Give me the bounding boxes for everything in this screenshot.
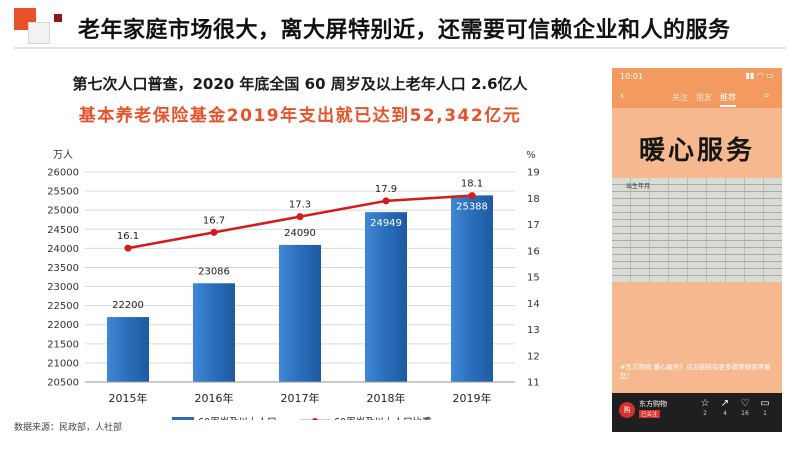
phone-screenshot: 10:01 ▮▮ ◠ ▭ ‹ 关注 朋友 推荐 ⌕ 暖心服务 出生年月 #东方购… bbox=[612, 68, 782, 432]
ratio-point bbox=[124, 244, 132, 252]
right-tick-label: 19 bbox=[527, 168, 540, 179]
left-tick-label: 26000 bbox=[47, 168, 79, 179]
phone-bottom-bar: 购 东方购物 已关注 ☆ 2 ↗ 4 ♡ 16 ▭ 1 bbox=[612, 393, 782, 432]
share-action[interactable]: ↗ 4 bbox=[716, 398, 734, 417]
bar bbox=[279, 244, 321, 382]
bar-value-label: 24090 bbox=[284, 228, 316, 239]
account-avatar[interactable]: 购 bbox=[619, 402, 635, 418]
bar bbox=[107, 317, 149, 382]
right-tick-label: 16 bbox=[527, 246, 540, 257]
brand-logo bbox=[14, 8, 62, 44]
nav-tab-follow[interactable]: 关注 bbox=[672, 93, 688, 102]
comment-count: 1 bbox=[763, 410, 767, 417]
left-tick-label: 20500 bbox=[47, 378, 79, 389]
comment-action[interactable]: ▭ 1 bbox=[756, 398, 774, 417]
left-axis-unit: 万人 bbox=[53, 149, 73, 161]
like-action[interactable]: ♡ 16 bbox=[736, 398, 754, 417]
x-tick-label: 2015年 bbox=[109, 391, 148, 405]
right-tick-label: 15 bbox=[527, 273, 540, 284]
x-tick-label: 2016年 bbox=[195, 391, 234, 405]
ratio-point bbox=[210, 228, 218, 236]
right-tick-label: 12 bbox=[527, 351, 540, 362]
ratio-value-label: 17.9 bbox=[375, 184, 397, 195]
video-caption: #东方购物 暖心服务！点击链接有更多蔬菜物资等着您！ bbox=[620, 363, 771, 380]
search-icon[interactable]: ⌕ bbox=[764, 90, 770, 101]
legend-line-label: 60周岁及以上人口比重 bbox=[334, 416, 432, 420]
left-tick-label: 25500 bbox=[47, 187, 79, 198]
follow-tag: 已关注 bbox=[639, 410, 660, 418]
account-name[interactable]: 东方购物 bbox=[639, 400, 667, 408]
left-tick-label: 22500 bbox=[47, 301, 79, 312]
x-tick-label: 2019年 bbox=[453, 391, 492, 405]
legend-bar-swatch bbox=[172, 417, 194, 420]
phone-nav-bar: ‹ 关注 朋友 推荐 ⌕ bbox=[612, 86, 782, 108]
ratio-value-label: 18.1 bbox=[461, 179, 483, 190]
right-axis-unit: % bbox=[526, 150, 536, 161]
comment-icon: ▭ bbox=[760, 398, 770, 409]
population-chart: 20500 21000 21500 22000 22500 23000 23500 24000… bbox=[47, 149, 540, 420]
bar bbox=[193, 283, 235, 382]
phone-time: 10:01 bbox=[620, 72, 644, 81]
nav-tab-friends[interactable]: 朋友 bbox=[696, 93, 712, 102]
pension-subtitle: 基本养老保险基金2019年支出就已达到52,342亿元 bbox=[78, 106, 522, 126]
like-count: 16 bbox=[741, 410, 749, 417]
left-tick-label: 22000 bbox=[47, 320, 79, 331]
left-tick-label: 24500 bbox=[47, 225, 79, 236]
x-tick-label: 2018年 bbox=[367, 391, 406, 405]
favorite-action[interactable]: ☆ 2 bbox=[696, 398, 714, 417]
ratio-value-label: 17.3 bbox=[289, 200, 311, 211]
bar bbox=[451, 195, 493, 382]
right-tick-label: 13 bbox=[527, 325, 540, 336]
document-header: 出生年月 bbox=[626, 183, 651, 190]
right-tick-label: 11 bbox=[527, 378, 540, 389]
ratio-point bbox=[382, 197, 390, 205]
bar-value-label: 23086 bbox=[198, 266, 230, 277]
bar-value-label: 22200 bbox=[112, 300, 144, 311]
left-tick-label: 24000 bbox=[47, 244, 79, 255]
share-icon: ↗ bbox=[720, 398, 730, 409]
back-icon[interactable]: ‹ bbox=[620, 89, 625, 102]
census-subtitle: 第七次人口普查，2020 年底全国 60 周岁及以上老年人口 2.6亿人 bbox=[72, 75, 528, 93]
right-tick-label: 14 bbox=[527, 299, 540, 310]
legend-line-marker bbox=[312, 418, 318, 420]
phone-status-bar: 10:01 ▮▮ ◠ ▭ bbox=[612, 68, 782, 86]
title-divider bbox=[14, 47, 786, 49]
bar-value-label: 24949 bbox=[370, 218, 402, 229]
ratio-point bbox=[296, 213, 304, 221]
right-tick-label: 17 bbox=[527, 220, 540, 231]
left-tick-label: 23000 bbox=[47, 282, 79, 293]
status-icons: ▮▮ ◠ ▭ bbox=[745, 71, 774, 80]
bar-value-label: 25388 bbox=[456, 201, 488, 212]
logo-grey-square bbox=[28, 22, 50, 44]
video-document-image: 出生年月 bbox=[612, 178, 782, 282]
left-tick-label: 23500 bbox=[47, 263, 79, 274]
left-tick-label: 25000 bbox=[47, 206, 79, 217]
ratio-value-label: 16.7 bbox=[203, 215, 225, 226]
right-tick-label: 18 bbox=[527, 194, 540, 205]
bar bbox=[365, 212, 407, 382]
star-icon: ☆ bbox=[700, 398, 710, 409]
favorite-count: 2 bbox=[703, 410, 707, 417]
logo-red-square bbox=[54, 14, 62, 22]
left-tick-label: 21500 bbox=[47, 339, 79, 350]
ratio-point bbox=[468, 192, 476, 200]
left-tick-label: 21000 bbox=[47, 358, 79, 369]
share-count: 4 bbox=[723, 410, 727, 417]
ratio-value-label: 16.1 bbox=[117, 231, 139, 242]
x-tick-label: 2017年 bbox=[281, 391, 320, 405]
video-hero-text: 暖心服务 bbox=[638, 136, 755, 166]
data-source: 数据来源：民政部，人社部 bbox=[14, 423, 123, 433]
heart-icon: ♡ bbox=[740, 398, 750, 409]
page-title: 老年家庭市场很大，离大屏特别近，还需要可信赖企业和人的服务 bbox=[78, 18, 731, 43]
nav-tab-recommend[interactable]: 推荐 bbox=[720, 92, 736, 107]
legend-bar-label: 60周岁及以上人口 bbox=[198, 416, 277, 420]
